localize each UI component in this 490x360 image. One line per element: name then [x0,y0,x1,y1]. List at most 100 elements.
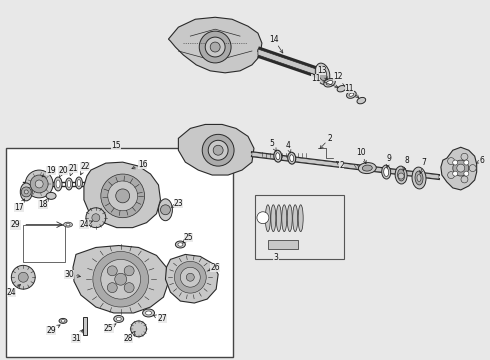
Ellipse shape [266,205,270,231]
Circle shape [453,160,469,176]
Text: 29: 29 [10,220,20,229]
Circle shape [107,283,117,293]
Ellipse shape [417,175,421,181]
Circle shape [457,164,465,172]
Ellipse shape [175,241,185,248]
Text: 17: 17 [15,199,24,212]
Circle shape [461,153,468,160]
Text: 25: 25 [104,324,116,333]
Circle shape [464,160,469,165]
Circle shape [161,205,171,215]
Bar [83,317,87,335]
Ellipse shape [324,78,335,87]
Text: 4: 4 [285,141,291,153]
Ellipse shape [415,171,423,185]
Circle shape [213,145,223,155]
Ellipse shape [276,153,280,159]
Circle shape [124,283,134,293]
Polygon shape [73,246,169,313]
Bar [23,225,65,262]
Ellipse shape [349,93,354,96]
Text: 2: 2 [336,161,344,170]
Ellipse shape [346,91,356,98]
Bar [255,195,344,260]
Ellipse shape [75,177,82,189]
Polygon shape [166,255,218,303]
Text: 29: 29 [46,325,60,335]
Ellipse shape [54,177,62,191]
Text: 2: 2 [320,134,332,149]
Circle shape [101,260,141,299]
Ellipse shape [288,152,296,164]
Ellipse shape [46,192,56,199]
Polygon shape [84,162,161,228]
Ellipse shape [412,167,426,189]
Ellipse shape [384,168,389,176]
Text: 27: 27 [153,314,167,323]
Text: 21: 21 [68,163,78,176]
Ellipse shape [362,165,372,171]
Circle shape [86,208,106,228]
Circle shape [30,175,48,193]
Ellipse shape [337,86,346,92]
Circle shape [448,172,455,179]
Polygon shape [258,49,321,77]
Ellipse shape [293,205,298,231]
Bar [6,148,233,357]
Circle shape [180,267,200,287]
Ellipse shape [64,222,73,227]
Circle shape [453,160,458,165]
Circle shape [116,189,130,203]
Polygon shape [252,152,439,179]
Text: 15: 15 [111,141,121,150]
Ellipse shape [61,320,65,322]
Circle shape [205,37,225,57]
Circle shape [131,321,147,337]
Circle shape [108,181,138,211]
Text: 18: 18 [38,198,49,209]
Circle shape [21,187,31,197]
Circle shape [24,190,28,194]
Circle shape [464,171,469,176]
Circle shape [208,140,228,160]
Ellipse shape [357,98,366,104]
Circle shape [448,158,455,165]
Text: 26: 26 [208,263,220,272]
Ellipse shape [178,243,183,246]
Text: 24: 24 [6,284,21,297]
Text: 20: 20 [58,166,68,177]
Circle shape [18,272,28,282]
Text: 31: 31 [71,330,83,343]
Ellipse shape [59,319,67,323]
Text: 28: 28 [124,332,135,343]
Text: 14: 14 [269,35,283,53]
Circle shape [11,265,35,289]
Text: 13: 13 [317,66,327,80]
Ellipse shape [315,63,330,85]
Text: 11: 11 [344,84,359,98]
Bar [268,239,298,249]
Circle shape [199,31,231,63]
Text: 23: 23 [171,199,183,208]
Text: 9: 9 [386,154,392,168]
Text: 7: 7 [419,158,426,174]
Circle shape [202,134,234,166]
Polygon shape [169,17,262,73]
Ellipse shape [20,183,32,201]
Text: 25: 25 [183,233,193,243]
Ellipse shape [326,81,333,85]
Ellipse shape [143,309,154,317]
Text: 22: 22 [80,162,90,175]
Ellipse shape [382,165,391,179]
Circle shape [453,171,458,176]
Ellipse shape [77,180,81,186]
Ellipse shape [116,317,121,321]
Text: 8: 8 [403,156,410,171]
Ellipse shape [290,155,294,162]
Ellipse shape [146,311,151,315]
Text: 19: 19 [42,166,56,177]
Polygon shape [178,125,254,175]
Circle shape [461,176,468,183]
Circle shape [174,261,206,293]
Ellipse shape [276,205,281,231]
